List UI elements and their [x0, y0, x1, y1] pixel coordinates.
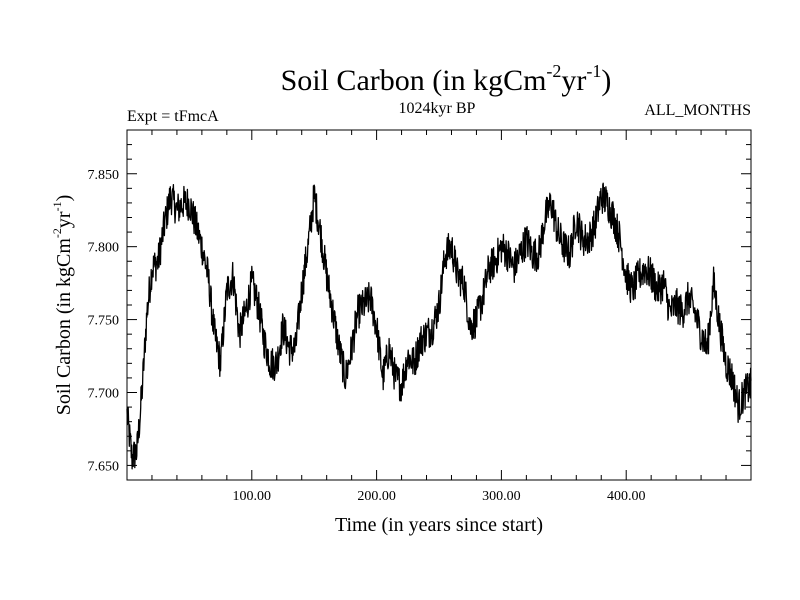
axis-ticks — [127, 130, 751, 480]
y-tick-label: 7.700 — [88, 387, 120, 402]
y-tick-label: 7.750 — [88, 314, 120, 329]
axis-tick-labels: 100.00 200.00 300.00 400.00 7.650 7.700 7.750 7… — [88, 168, 646, 504]
subtitle-experiment: Expt = tFmcA — [127, 108, 219, 125]
y-axis-label: Soil Carbon (in kgCm-2yr-1) — [50, 195, 75, 416]
y-tick-label: 7.800 — [88, 241, 120, 256]
x-tick-label: 100.00 — [233, 489, 272, 504]
x-tick-label: 200.00 — [357, 489, 396, 504]
x-tick-label: 400.00 — [607, 489, 646, 504]
y-tick-label: 7.650 — [88, 459, 120, 474]
subtitle-period: 1024kyr BP — [399, 100, 476, 117]
x-tick-label: 300.00 — [482, 489, 521, 504]
x-axis-label: Time (in years since start) — [335, 514, 543, 536]
y-tick-label: 7.850 — [88, 168, 120, 183]
chart-title: Soil Carbon (in kgCm-2yr-1) — [281, 61, 612, 97]
soil-carbon-series-line — [126, 182, 752, 470]
subtitle-months: ALL_MONTHS — [644, 102, 751, 119]
